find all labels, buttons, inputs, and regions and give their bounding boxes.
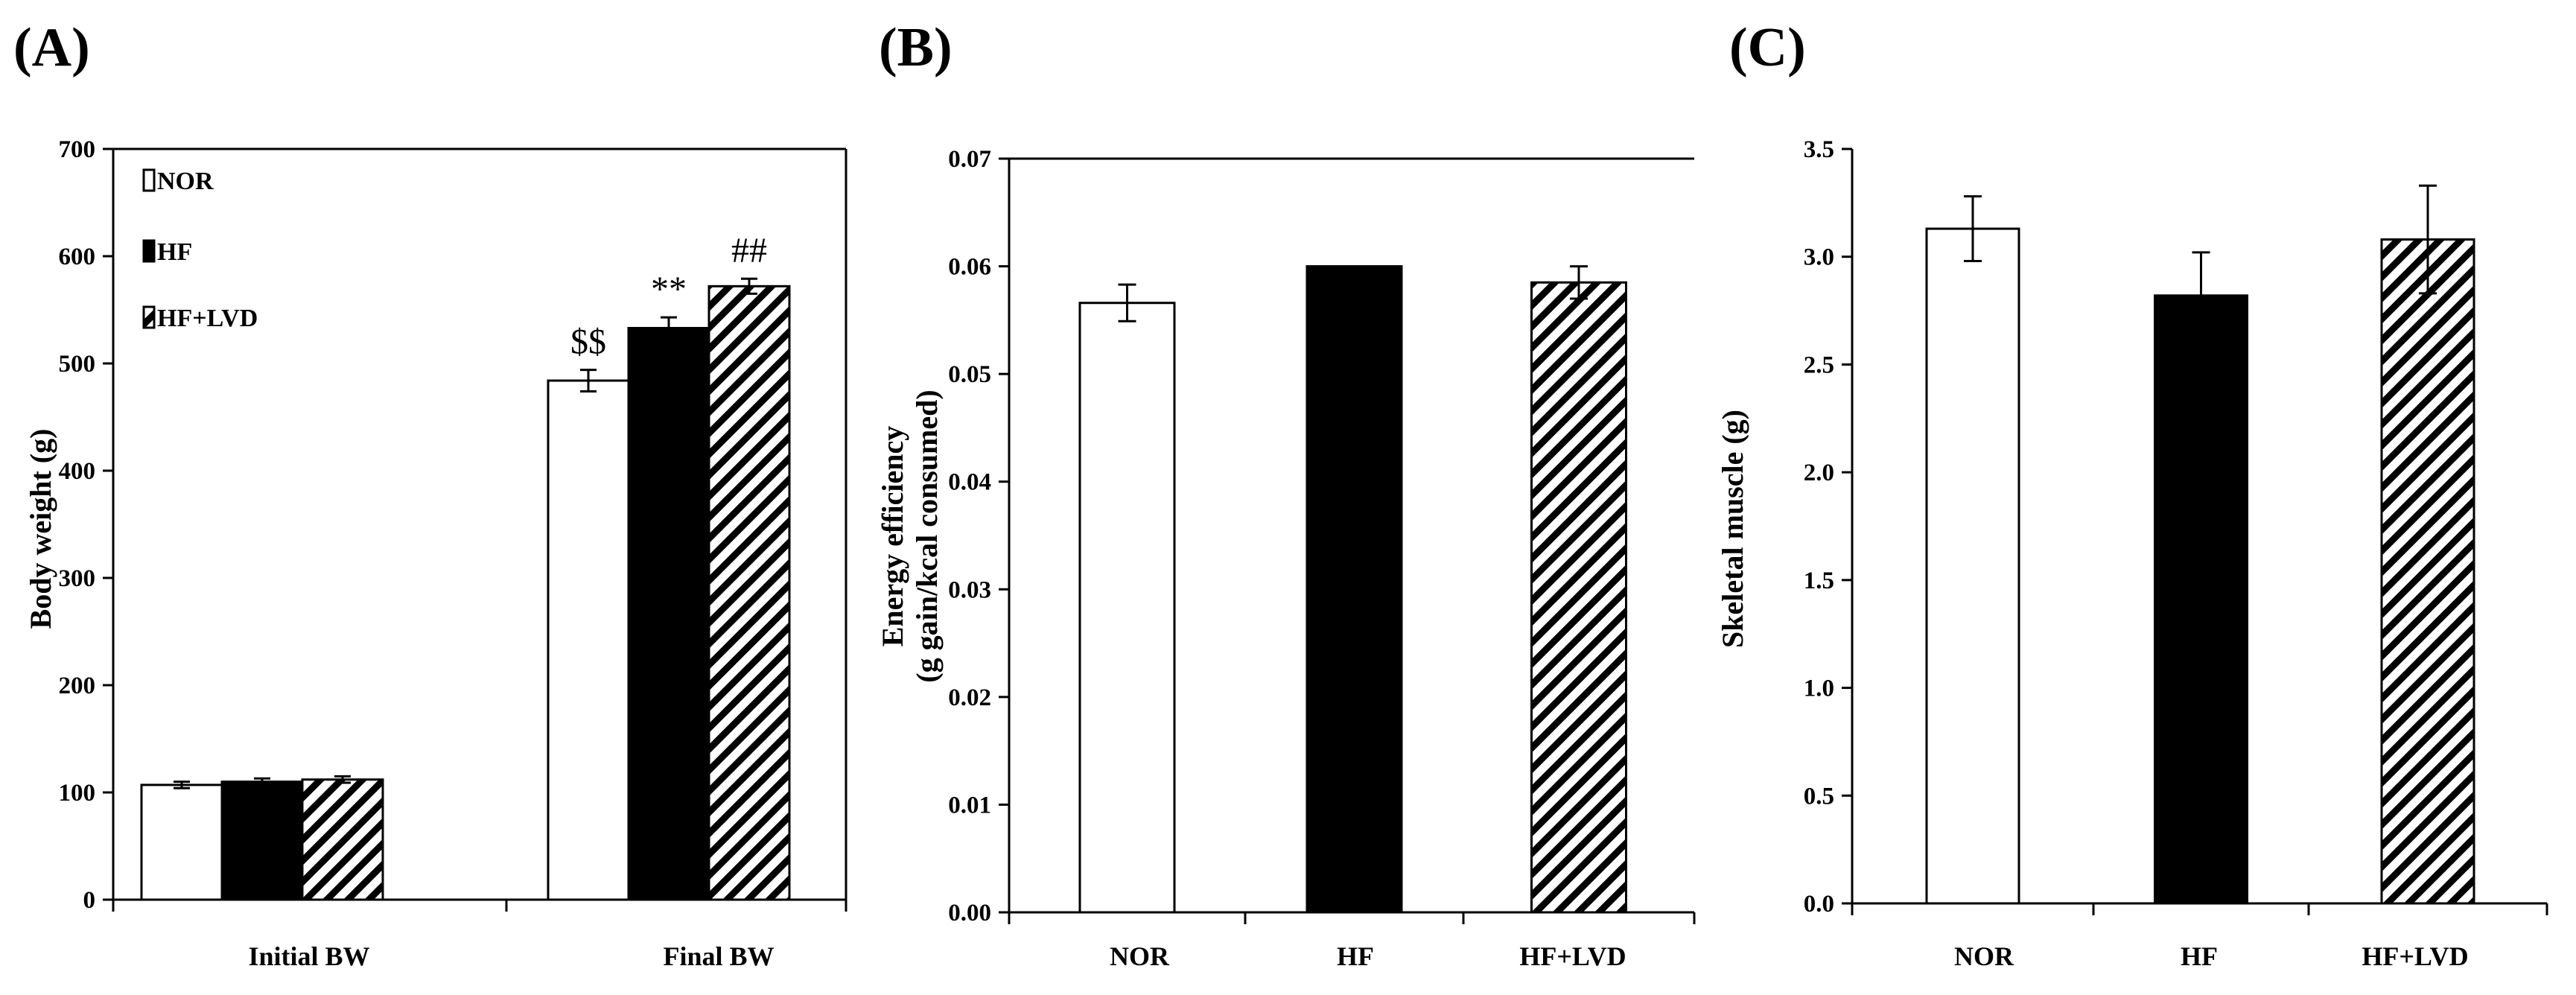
panel-a-y-tick-label: 300 [59, 565, 96, 592]
panel-b-bar-hflvd [1530, 281, 1627, 914]
panel-c-y-axis-title: Skeletal muscle (g) [1716, 410, 1749, 648]
legend-swatch-hflvd [142, 305, 156, 329]
panel-b-y-tick-label: 0.06 [948, 254, 991, 281]
panel-b-category-nor: NOR [1110, 941, 1170, 971]
panel-a-legend: NOR HF HF+LVD [142, 168, 258, 332]
panel-a-y-tick-label: 100 [59, 780, 96, 807]
panel-c-bar-hflvd [2380, 238, 2475, 905]
panel-a-y-tick-label: 200 [59, 673, 96, 699]
panel-c-y-tick-label: 3.0 [1804, 244, 1834, 271]
panel-a-bar-hflvd [301, 778, 384, 901]
panel-a-y-tick-label: 600 [59, 244, 96, 270]
panel-b-y-tick-label: 0.03 [948, 576, 991, 603]
panel-b-y-tick-label: 0.02 [948, 684, 991, 711]
panel-a-bar-hflvd [707, 284, 791, 901]
panel-a-y-tick-label: 500 [59, 351, 96, 378]
panel-b-y-axis-title-line1: Energy efficiency [876, 426, 909, 647]
panel-c-y-tick-label: 1.5 [1804, 568, 1834, 594]
chart-marks: 0100200300400500600700$$**##0.000.010.02… [59, 136, 2548, 926]
panel-c-y-tick-label: 1.0 [1804, 675, 1834, 702]
panel-a-y-axis-title: Body weight (g) [24, 429, 57, 629]
panel-c-y-tick-label: 2.5 [1804, 352, 1834, 378]
panel-label-b: (B) [879, 17, 953, 78]
panel-c-bar-hf [2154, 294, 2248, 905]
panel-a-y-tick-label: 400 [59, 458, 96, 485]
panel-c-category-nor: NOR [1954, 941, 2014, 971]
legend-swatch-hf [142, 239, 156, 263]
panel-c-category-hf: HF [2181, 941, 2218, 971]
legend-label-hf: HF [157, 238, 192, 266]
panel-a-y-tick-label: 700 [59, 136, 96, 163]
legend-label-hflvd: HF+LVD [157, 305, 258, 332]
panel-c-category-hflvd: HF+LVD [2362, 941, 2468, 971]
panel-a-bar-hf [627, 326, 710, 901]
panel-a-y-tick-label: 0 [83, 887, 96, 914]
panel-c-y-tick-label: 0.0 [1804, 891, 1834, 918]
panel-c-bar-nor [1925, 227, 2020, 905]
panel-b-y-tick-label: 0.00 [948, 900, 991, 926]
panel-c-y-tick-label: 0.5 [1804, 783, 1834, 810]
panel-a-category-initial: Initial BW [248, 941, 369, 971]
legend-swatch-nor [142, 168, 156, 192]
panel-label-a: (A) [13, 17, 90, 78]
legend-label-nor: NOR [157, 168, 214, 195]
panel-a-significance-label: ## [731, 231, 767, 270]
panel-b-bar-nor [1078, 302, 1176, 914]
panel-a-significance-label: $$ [570, 322, 606, 362]
panel-b-category-hflvd: HF+LVD [1519, 941, 1626, 971]
panel-a-bar-hf [220, 781, 304, 901]
panel-b-y-tick-label: 0.01 [948, 792, 991, 818]
panel-a-bar-nor [140, 783, 223, 901]
panel-b-y-tick-label: 0.07 [948, 146, 991, 173]
panel-a-bar-nor [547, 379, 630, 901]
panel-label-c: (C) [1729, 17, 1806, 78]
panel-a-significance-label: ** [651, 270, 687, 309]
panel-b-y-tick-label: 0.05 [948, 361, 991, 388]
panel-c-y-tick-label: 3.5 [1804, 136, 1834, 163]
panel-b-category-hf: HF [1337, 941, 1374, 971]
panel-c-y-tick-label: 2.0 [1804, 460, 1834, 486]
panel-a-category-final: Final BW [663, 941, 774, 971]
panel-b-bar-hf [1306, 265, 1403, 914]
panel-b-y-tick-label: 0.04 [948, 469, 991, 496]
panel-b-y-axis-title-line2: (g gain/kcal consumed) [910, 390, 944, 682]
